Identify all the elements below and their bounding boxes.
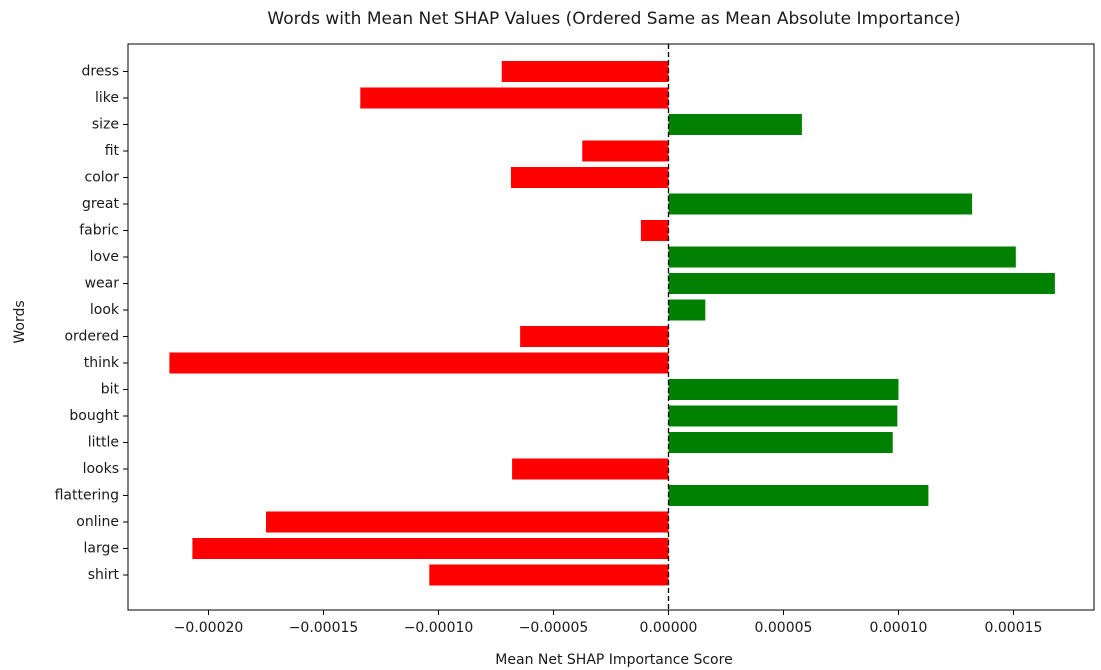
- x-axis-label: Mean Net SHAP Importance Score: [495, 652, 732, 668]
- x-tick-label: −0.00020: [174, 620, 244, 636]
- y-tick-label: flattering: [55, 488, 119, 504]
- bar-bought: [668, 405, 898, 427]
- y-tick-label: large: [84, 541, 119, 557]
- y-tick-label: ordered: [64, 329, 119, 345]
- bar-color: [510, 167, 669, 188]
- y-tick-label: love: [90, 249, 119, 265]
- plot-frame: [127, 43, 1095, 611]
- y-tick-label: wear: [85, 276, 120, 292]
- y-tick-label: color: [85, 170, 120, 186]
- x-tick-label: 0.00010: [870, 620, 928, 636]
- y-tick-label: look: [90, 302, 120, 318]
- y-tick-label: great: [82, 196, 120, 212]
- bar-size: [668, 114, 802, 135]
- bar-flattering: [668, 485, 929, 506]
- y-tick-label: little: [88, 435, 119, 451]
- bar-large: [192, 538, 669, 559]
- y-axis-ticks: dress like size fit color great fabric love wear…: [55, 64, 128, 583]
- bar-fabric: [640, 220, 669, 241]
- bar-look: [668, 299, 706, 321]
- chart-title: Words with Mean Net SHAP Values (Ordered…: [267, 9, 960, 29]
- x-tick-label: 0.00015: [985, 620, 1043, 636]
- bar-online: [266, 511, 669, 533]
- bar-like: [360, 87, 669, 109]
- y-tick-label: bit: [101, 382, 120, 398]
- y-tick-label: looks: [83, 461, 119, 477]
- bar-think: [169, 352, 669, 374]
- x-tick-label: 0.00005: [755, 620, 813, 636]
- bar-love: [668, 246, 1016, 268]
- bar-wear: [668, 273, 1055, 294]
- x-tick-label: −0.00010: [404, 620, 474, 636]
- y-tick-label: fit: [105, 143, 120, 159]
- y-tick-label: online: [76, 514, 119, 530]
- y-tick-label: fabric: [79, 223, 119, 239]
- bar-bit: [668, 379, 899, 400]
- y-tick-label: think: [84, 355, 120, 371]
- x-tick-label: 0.00000: [640, 620, 698, 636]
- x-tick-label: −0.00015: [289, 620, 359, 636]
- bar-shirt: [429, 564, 669, 586]
- bar-ordered: [520, 326, 669, 347]
- bars-group: [169, 61, 1055, 586]
- y-axis-label: Words: [12, 300, 28, 343]
- x-tick-label: −0.00005: [519, 620, 589, 636]
- bar-fit: [582, 140, 669, 162]
- y-tick-label: size: [92, 117, 119, 133]
- bar-little: [668, 432, 893, 453]
- bar-dress: [501, 61, 669, 82]
- y-tick-label: bought: [69, 408, 119, 424]
- bar-looks: [512, 458, 669, 480]
- bar-great: [668, 193, 973, 215]
- y-tick-label: like: [95, 90, 119, 106]
- y-tick-label: dress: [81, 64, 119, 80]
- y-tick-label: shirt: [88, 567, 120, 583]
- x-axis-ticks: −0.00020 −0.00015 −0.00010 −0.00005 0.00000 0…: [174, 610, 1043, 636]
